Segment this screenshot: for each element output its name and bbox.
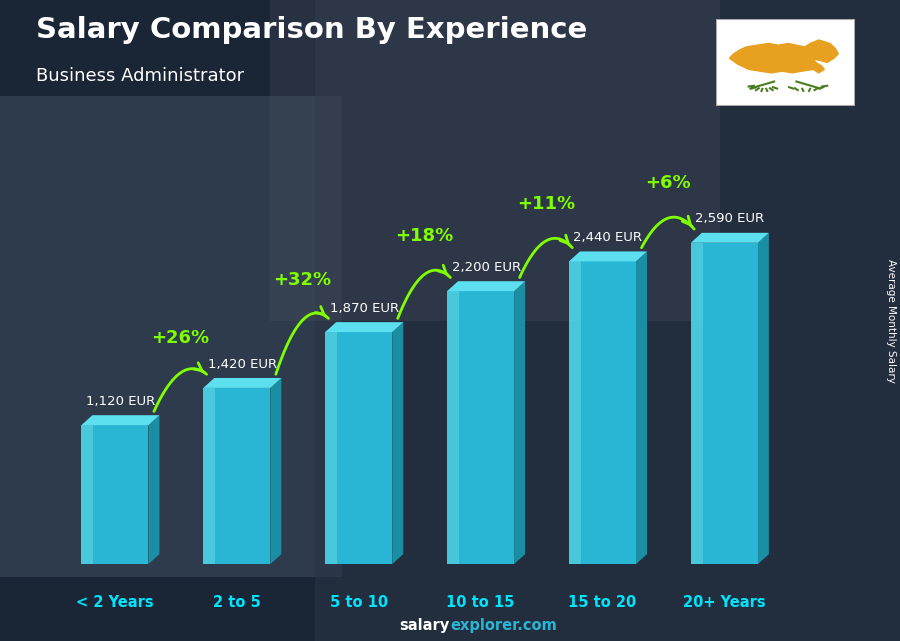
Polygon shape	[691, 243, 703, 564]
Polygon shape	[148, 415, 159, 564]
Polygon shape	[338, 332, 392, 564]
Text: Salary Comparison By Experience: Salary Comparison By Experience	[36, 16, 587, 44]
Polygon shape	[581, 262, 636, 564]
Text: 2 to 5: 2 to 5	[213, 595, 261, 610]
Polygon shape	[459, 291, 514, 564]
Polygon shape	[392, 322, 403, 564]
Text: 20+ Years: 20+ Years	[683, 595, 766, 610]
Text: 15 to 20: 15 to 20	[569, 595, 636, 610]
Polygon shape	[569, 251, 647, 262]
Polygon shape	[703, 243, 758, 564]
Text: +18%: +18%	[395, 227, 454, 246]
Bar	[0, 96, 342, 577]
Polygon shape	[215, 388, 270, 564]
Text: salary: salary	[400, 619, 450, 633]
Polygon shape	[514, 281, 525, 564]
Text: 2,200 EUR: 2,200 EUR	[452, 261, 521, 274]
Text: 5 to 10: 5 to 10	[329, 595, 388, 610]
Polygon shape	[325, 322, 403, 332]
Polygon shape	[270, 378, 282, 564]
Text: +11%: +11%	[517, 195, 575, 213]
Polygon shape	[569, 262, 581, 564]
Text: +6%: +6%	[645, 174, 690, 192]
Text: explorer.com: explorer.com	[450, 619, 557, 633]
Polygon shape	[758, 233, 769, 564]
Polygon shape	[447, 281, 525, 291]
Text: 1,420 EUR: 1,420 EUR	[208, 358, 277, 370]
Text: Average Monthly Salary: Average Monthly Salary	[886, 258, 896, 383]
Polygon shape	[81, 425, 94, 564]
Polygon shape	[203, 388, 215, 564]
Text: +26%: +26%	[151, 329, 210, 347]
FancyBboxPatch shape	[716, 19, 855, 106]
Bar	[270, 0, 720, 320]
Polygon shape	[81, 415, 159, 425]
Polygon shape	[447, 291, 459, 564]
Text: +32%: +32%	[273, 271, 331, 288]
Text: < 2 Years: < 2 Years	[76, 595, 154, 610]
Polygon shape	[325, 332, 338, 564]
Text: 2,590 EUR: 2,590 EUR	[696, 212, 764, 226]
Polygon shape	[729, 40, 838, 73]
Text: 10 to 15: 10 to 15	[446, 595, 515, 610]
Text: 2,440 EUR: 2,440 EUR	[573, 231, 643, 244]
Text: 1,870 EUR: 1,870 EUR	[329, 302, 399, 315]
Polygon shape	[636, 251, 647, 564]
Text: 1,120 EUR: 1,120 EUR	[86, 395, 155, 408]
Bar	[315, 0, 900, 641]
Polygon shape	[94, 425, 148, 564]
Polygon shape	[691, 233, 769, 243]
Polygon shape	[203, 378, 282, 388]
Text: Business Administrator: Business Administrator	[36, 67, 244, 85]
